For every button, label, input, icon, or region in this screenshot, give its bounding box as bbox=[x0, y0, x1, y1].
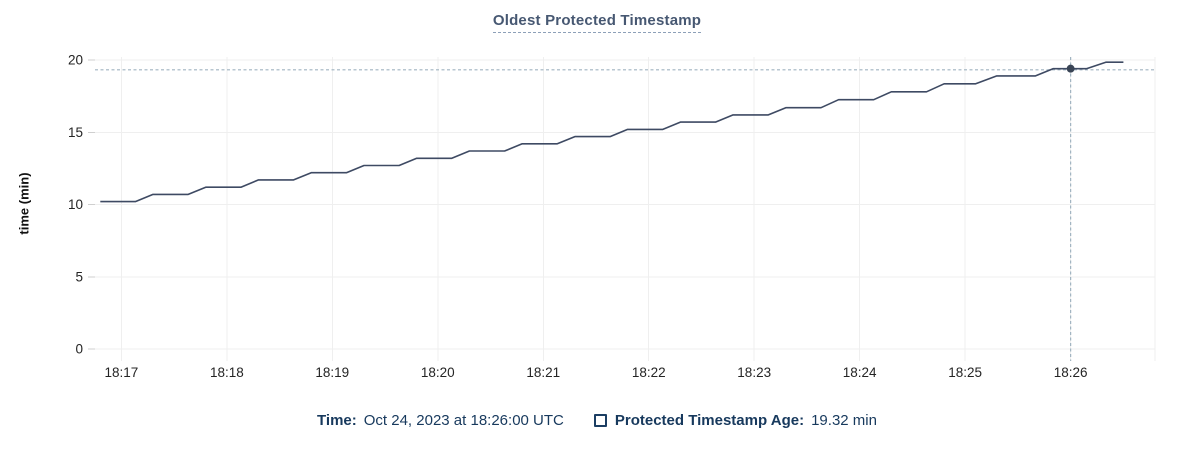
series-line-protected-timestamp-age bbox=[100, 61, 1124, 203]
x-tick-label: 18:17 bbox=[104, 365, 138, 380]
hover-point-dot bbox=[1066, 64, 1075, 73]
y-tick-label: 20 bbox=[68, 53, 83, 68]
chart-title[interactable]: Oldest Protected Timestamp bbox=[492, 12, 702, 33]
title-row: Oldest Protected Timestamp bbox=[0, 0, 1194, 44]
x-tick-label: 18:24 bbox=[843, 365, 877, 380]
x-tick-label: 18:20 bbox=[421, 365, 455, 380]
legend-swatch-icon bbox=[593, 414, 607, 427]
x-tick-label: 18:18 bbox=[210, 365, 244, 380]
hover-time: Time: Oct 24, 2023 at 18:26:00 UTC bbox=[317, 412, 564, 429]
x-tick-label: 18:21 bbox=[526, 365, 560, 380]
y-tick-label: 10 bbox=[68, 197, 83, 212]
legend-item-protected-timestamp-age[interactable]: Protected Timestamp Age: 19.32 min bbox=[593, 412, 877, 429]
y-tick-label: 0 bbox=[75, 342, 83, 357]
x-tick-label: 18:25 bbox=[948, 365, 982, 380]
series-value: 19.32 min bbox=[811, 412, 877, 429]
y-tick-label: 15 bbox=[68, 125, 83, 140]
time-label: Time: bbox=[317, 412, 357, 429]
chart-svg: 0 5 10 15 20 18:17 18:18 18:19 18:20 18:21 18:22 18… bbox=[68, 53, 1156, 380]
x-tick-label: 18:23 bbox=[737, 365, 771, 380]
plot-hover-area[interactable] bbox=[95, 57, 1155, 349]
x-tick-label: 18:19 bbox=[315, 365, 349, 380]
series-label: Protected Timestamp Age: bbox=[614, 412, 805, 429]
x-tick-label: 18:22 bbox=[632, 365, 666, 380]
chart-area: time (min) 0 5 10 15 20 18:17 18:18 18:19 18:20 1… bbox=[0, 44, 1194, 394]
hover-legend-bar: Time: Oct 24, 2023 at 18:26:00 UTC Prote… bbox=[0, 412, 1194, 429]
x-tick-label: 18:26 bbox=[1054, 365, 1088, 380]
time-value: Oct 24, 2023 at 18:26:00 UTC bbox=[363, 412, 564, 429]
y-tick-label: 5 bbox=[75, 269, 83, 284]
